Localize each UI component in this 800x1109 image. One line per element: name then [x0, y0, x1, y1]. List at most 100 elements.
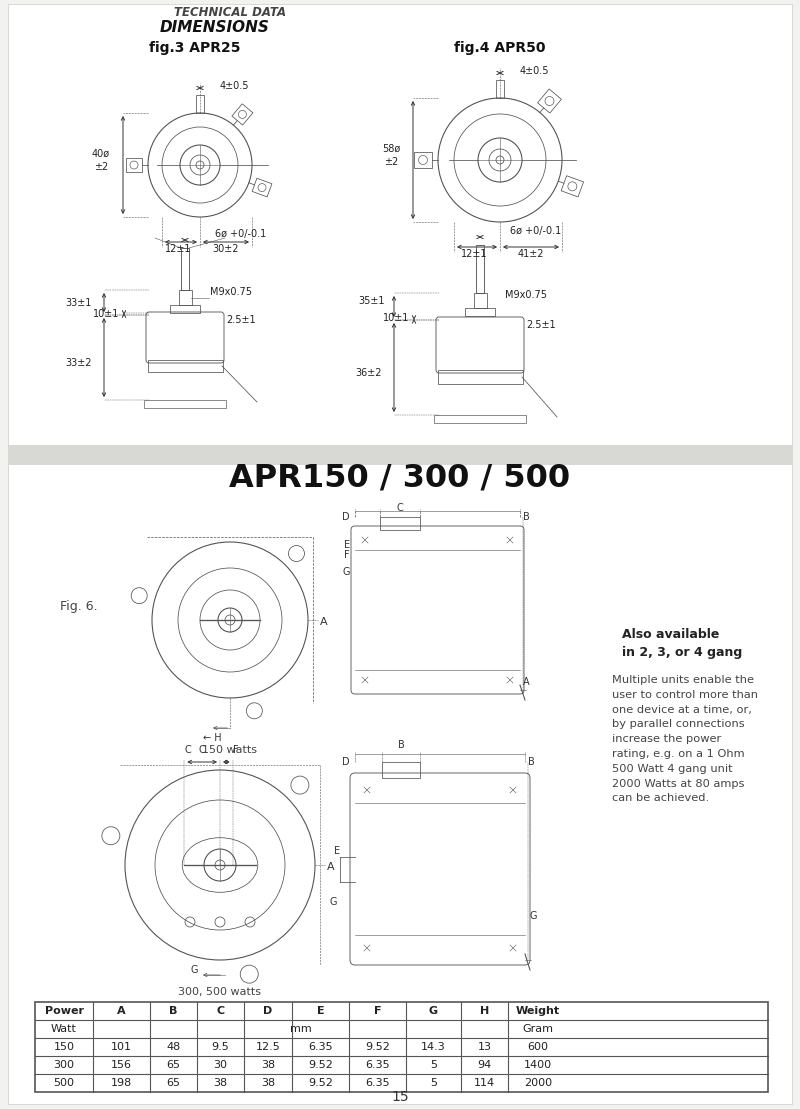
- Bar: [8, 445, 792, 465]
- Text: 40ø: 40ø: [92, 149, 110, 159]
- Text: 14.3: 14.3: [421, 1042, 446, 1052]
- Text: 9.52: 9.52: [308, 1060, 333, 1070]
- Text: D: D: [342, 512, 350, 522]
- Text: 300, 500 watts: 300, 500 watts: [178, 987, 262, 997]
- Text: B: B: [528, 757, 534, 767]
- Text: 12±1: 12±1: [165, 244, 191, 254]
- Text: 58ø: 58ø: [382, 144, 400, 154]
- Text: 4±0.5: 4±0.5: [520, 67, 550, 77]
- Text: ±2: ±2: [94, 162, 108, 172]
- Text: 9.52: 9.52: [308, 1078, 333, 1088]
- Text: 94: 94: [478, 1060, 492, 1070]
- Text: G: G: [530, 910, 538, 920]
- Bar: [474, 293, 487, 308]
- Text: 12±1: 12±1: [461, 250, 487, 260]
- Text: G: G: [330, 897, 338, 907]
- Text: C: C: [397, 503, 403, 513]
- Bar: [232, 104, 253, 125]
- Text: D: D: [263, 1006, 273, 1016]
- Text: E: E: [334, 846, 340, 856]
- Text: Watt: Watt: [51, 1024, 77, 1034]
- Text: 6.35: 6.35: [365, 1078, 390, 1088]
- Text: G: G: [429, 1006, 438, 1016]
- Bar: [476, 245, 484, 293]
- Text: C: C: [198, 745, 206, 755]
- Text: 156: 156: [111, 1060, 132, 1070]
- Bar: [196, 95, 204, 113]
- Text: C: C: [217, 1006, 225, 1016]
- Bar: [126, 157, 142, 172]
- Text: G: G: [190, 965, 198, 975]
- Text: 35±1: 35±1: [358, 296, 386, 306]
- Text: 33±2: 33±2: [66, 357, 92, 367]
- Text: 150: 150: [54, 1042, 74, 1052]
- Text: 13: 13: [478, 1042, 491, 1052]
- Text: APR150 / 300 / 500: APR150 / 300 / 500: [230, 462, 570, 494]
- Text: 1400: 1400: [524, 1060, 552, 1070]
- Text: 65: 65: [166, 1078, 181, 1088]
- Text: 41±2: 41±2: [518, 250, 544, 260]
- Text: 12.5: 12.5: [256, 1042, 280, 1052]
- Text: D: D: [342, 757, 350, 767]
- Text: 48: 48: [166, 1042, 181, 1052]
- Text: 114: 114: [474, 1078, 495, 1088]
- Text: fig.3 APR25: fig.3 APR25: [150, 41, 241, 55]
- Text: Also available
in 2, 3, or 4 gang: Also available in 2, 3, or 4 gang: [622, 628, 742, 659]
- Text: 30±2: 30±2: [213, 244, 239, 254]
- Text: A: A: [117, 1006, 126, 1016]
- Text: A: A: [320, 617, 328, 627]
- Text: 36±2: 36±2: [356, 367, 382, 377]
- Text: fig.4 APR50: fig.4 APR50: [454, 41, 546, 55]
- Text: B: B: [398, 740, 404, 750]
- Text: ← H: ← H: [202, 733, 222, 743]
- Text: Gram: Gram: [522, 1024, 554, 1034]
- Bar: [538, 89, 562, 113]
- Text: 2.5±1: 2.5±1: [226, 315, 256, 325]
- Text: M9x0.75: M9x0.75: [505, 289, 547, 301]
- Text: 101: 101: [111, 1042, 132, 1052]
- Bar: [144, 400, 226, 408]
- Text: F: F: [374, 1006, 382, 1016]
- Text: 9.52: 9.52: [365, 1042, 390, 1052]
- Bar: [380, 517, 420, 530]
- Bar: [35, 1003, 768, 1092]
- Text: F: F: [344, 550, 350, 560]
- Bar: [181, 248, 189, 289]
- Text: 300: 300: [54, 1060, 74, 1070]
- Bar: [465, 308, 495, 316]
- Text: Weight: Weight: [516, 1006, 560, 1016]
- Bar: [148, 360, 223, 372]
- Text: 38: 38: [261, 1060, 275, 1070]
- Text: B: B: [170, 1006, 178, 1016]
- Bar: [252, 179, 272, 197]
- Text: 2000: 2000: [524, 1078, 552, 1088]
- Text: G: G: [342, 567, 350, 577]
- Bar: [438, 370, 523, 384]
- Text: 30: 30: [214, 1060, 227, 1070]
- Bar: [382, 762, 420, 779]
- Text: 500: 500: [54, 1078, 74, 1088]
- Text: 9.5: 9.5: [212, 1042, 230, 1052]
- Text: TECHNICAL DATA: TECHNICAL DATA: [174, 6, 286, 19]
- Text: 5: 5: [430, 1060, 437, 1070]
- Text: Multiple units enable the
user to control more than
one device at a time, or,
by: Multiple units enable the user to contro…: [612, 675, 758, 803]
- Text: A: A: [327, 862, 334, 872]
- Text: 2.5±1: 2.5±1: [526, 321, 556, 330]
- Text: A: A: [523, 676, 530, 686]
- Text: 150 watts: 150 watts: [202, 745, 258, 755]
- Bar: [170, 305, 200, 313]
- Text: C: C: [185, 745, 191, 755]
- Text: B: B: [523, 512, 530, 522]
- Text: 600: 600: [527, 1042, 549, 1052]
- Bar: [496, 80, 504, 98]
- Text: E: E: [317, 1006, 324, 1016]
- Text: ±2: ±2: [384, 157, 398, 167]
- Text: 4±0.5: 4±0.5: [220, 81, 250, 91]
- Bar: [414, 152, 432, 167]
- Text: 5: 5: [430, 1078, 437, 1088]
- Text: M9x0.75: M9x0.75: [210, 287, 252, 297]
- Text: H: H: [480, 1006, 489, 1016]
- Text: 38: 38: [214, 1078, 227, 1088]
- Text: 6ø +0/-0.1: 6ø +0/-0.1: [215, 228, 266, 240]
- Text: E: E: [344, 540, 350, 550]
